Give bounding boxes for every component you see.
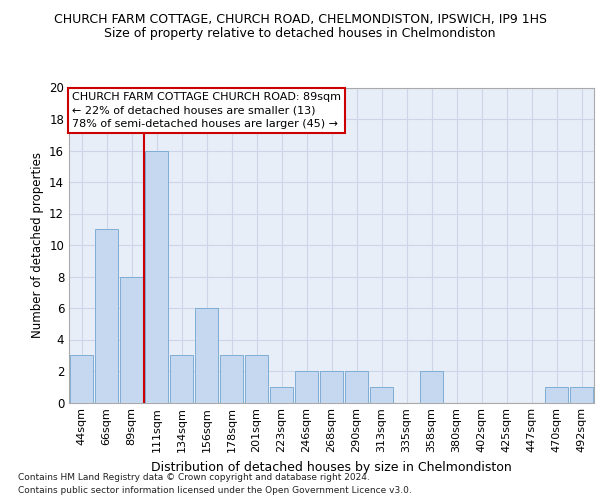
Bar xyxy=(95,229,118,402)
Text: CHURCH FARM COTTAGE, CHURCH ROAD, CHELMONDISTON, IPSWICH, IP9 1HS: CHURCH FARM COTTAGE, CHURCH ROAD, CHELMO… xyxy=(53,12,547,26)
X-axis label: Distribution of detached houses by size in Chelmondiston: Distribution of detached houses by size … xyxy=(151,461,512,474)
Bar xyxy=(545,387,568,402)
Bar xyxy=(419,371,443,402)
Bar xyxy=(220,355,244,403)
Bar xyxy=(170,355,193,403)
Bar xyxy=(344,371,368,402)
Bar xyxy=(70,355,94,403)
Y-axis label: Number of detached properties: Number of detached properties xyxy=(31,152,44,338)
Bar xyxy=(320,371,343,402)
Bar xyxy=(245,355,268,403)
Text: Size of property relative to detached houses in Chelmondiston: Size of property relative to detached ho… xyxy=(104,28,496,40)
Bar xyxy=(145,150,169,402)
Bar xyxy=(569,387,593,402)
Bar xyxy=(295,371,319,402)
Text: Contains HM Land Registry data © Crown copyright and database right 2024.: Contains HM Land Registry data © Crown c… xyxy=(18,472,370,482)
Text: CHURCH FARM COTTAGE CHURCH ROAD: 89sqm
← 22% of detached houses are smaller (13): CHURCH FARM COTTAGE CHURCH ROAD: 89sqm ←… xyxy=(71,92,341,128)
Bar xyxy=(194,308,218,402)
Bar xyxy=(119,276,143,402)
Bar xyxy=(269,387,293,402)
Bar xyxy=(370,387,394,402)
Text: Contains public sector information licensed under the Open Government Licence v3: Contains public sector information licen… xyxy=(18,486,412,495)
